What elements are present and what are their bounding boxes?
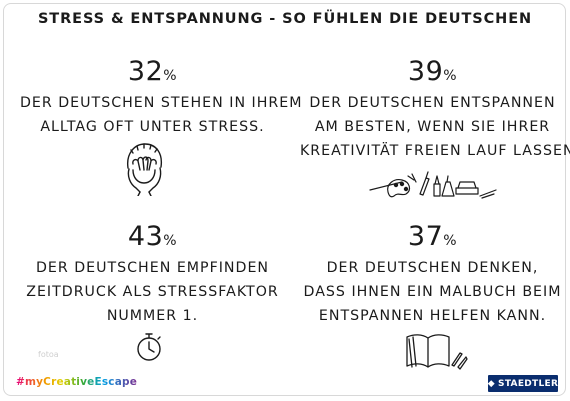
stat-block-stress: 32% DER DEUTSCHEN STEHEN IN IHREM ALLTAG… <box>20 57 303 139</box>
stopwatch-icon <box>137 333 161 361</box>
stat-block-time-pressure: 43% DER DEUTSCHEN EMPFINDEN ZEITDRUCK AL… <box>20 222 285 328</box>
stat-text-line: DER DEUTSCHEN DENKEN, <box>326 260 539 276</box>
stat-value: 39 <box>407 56 444 87</box>
art-supplies-icon <box>369 171 497 199</box>
stat-text-line: DER DEUTSCHEN EMPFINDEN <box>35 260 270 276</box>
watermark: fotoa <box>38 350 59 359</box>
stat-value: 32 <box>127 56 164 87</box>
stat-text-line: ALLTAG OFT UNTER STRESS. <box>40 119 265 135</box>
stressed-face-icon <box>127 143 163 196</box>
percent-sign: % <box>443 233 458 249</box>
stat-percent: 43% <box>20 222 285 256</box>
stat-percent: 32% <box>20 57 285 91</box>
percent-sign: % <box>163 68 178 84</box>
campaign-hashtag: #myCreativeEscape <box>16 376 138 388</box>
stat-block-creativity: 39% DER DEUTSCHEN ENTSPANNEN AM BESTEN, … <box>300 57 570 163</box>
infographic-card <box>3 3 566 396</box>
brand-mark-icon: ◆ <box>487 378 496 389</box>
brand-logo: ◆ STAEDTLER <box>488 375 558 392</box>
stat-text-line: DER DEUTSCHEN STEHEN IN IHREM <box>20 95 303 111</box>
stat-text-line: NUMMER 1. <box>106 308 199 324</box>
stat-text-line: ZEITDRUCK ALS STRESSFAKTOR <box>26 284 279 300</box>
stat-text-line: DASS IHNEN EIN MALBUCH BEIM <box>303 284 562 300</box>
stat-text-line: AM BESTEN, WENN SIE IHRER <box>314 119 551 135</box>
stat-percent: 37% <box>300 222 565 256</box>
percent-sign: % <box>163 233 178 249</box>
stat-percent: 39% <box>300 57 565 91</box>
stat-block-coloring-book: 37% DER DEUTSCHEN DENKEN, DASS IHNEN EIN… <box>300 222 565 328</box>
stat-value: 43 <box>127 221 164 252</box>
stat-text-line: ENTSPANNEN HELFEN KANN. <box>318 308 547 324</box>
coloring-book-icon <box>406 334 468 370</box>
stat-text-line: DER DEUTSCHEN ENTSPANNEN <box>309 95 556 111</box>
percent-sign: % <box>443 68 458 84</box>
infographic-title: STRESS & ENTSPANNUNG - SO FÜHLEN DIE DEU… <box>37 11 533 27</box>
stat-value: 37 <box>407 221 444 252</box>
stat-text-line: KREATIVITÄT FREIEN LAUF LASSEN. <box>300 143 570 159</box>
brand-name: STAEDTLER <box>498 378 559 389</box>
